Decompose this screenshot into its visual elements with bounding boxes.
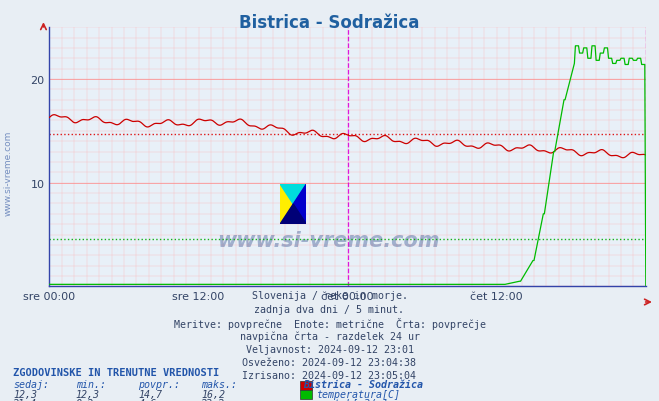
Text: Veljavnost: 2024-09-12 23:01: Veljavnost: 2024-09-12 23:01 — [246, 344, 413, 354]
Polygon shape — [280, 184, 293, 225]
Text: min.:: min.: — [76, 379, 106, 389]
Polygon shape — [280, 205, 306, 225]
Text: 14,7: 14,7 — [138, 389, 162, 399]
Polygon shape — [293, 184, 306, 225]
Text: Bistrica - Sodražica: Bistrica - Sodražica — [239, 14, 420, 32]
Text: sedaj:: sedaj: — [13, 379, 49, 389]
Text: 23,2: 23,2 — [201, 398, 225, 401]
Text: ZGODOVINSKE IN TRENUTNE VREDNOSTI: ZGODOVINSKE IN TRENUTNE VREDNOSTI — [13, 367, 219, 377]
Text: Bistrica - Sodražica: Bistrica - Sodražica — [303, 379, 423, 389]
Text: www.si-vreme.com: www.si-vreme.com — [217, 231, 440, 251]
Text: Meritve: povprečne  Enote: metrične  Črta: povprečje: Meritve: povprečne Enote: metrične Črta:… — [173, 317, 486, 329]
Text: Slovenija / reke in morje.: Slovenija / reke in morje. — [252, 291, 407, 301]
Text: 12,3: 12,3 — [76, 389, 100, 399]
Text: povpr.:: povpr.: — [138, 379, 181, 389]
Polygon shape — [280, 184, 306, 205]
Text: 0,2: 0,2 — [76, 398, 94, 401]
Text: Osveženo: 2024-09-12 23:04:38: Osveženo: 2024-09-12 23:04:38 — [243, 357, 416, 367]
Text: www.si-vreme.com: www.si-vreme.com — [3, 130, 13, 215]
Text: 21,4: 21,4 — [13, 398, 37, 401]
Text: 4,6: 4,6 — [138, 398, 156, 401]
Text: 12,3: 12,3 — [13, 389, 37, 399]
Text: temperatura[C]: temperatura[C] — [316, 389, 400, 399]
Text: maks.:: maks.: — [201, 379, 237, 389]
Text: pretok[m3/s]: pretok[m3/s] — [316, 398, 388, 401]
Text: zadnja dva dni / 5 minut.: zadnja dva dni / 5 minut. — [254, 304, 405, 314]
Text: navpična črta - razdelek 24 ur: navpična črta - razdelek 24 ur — [239, 330, 420, 341]
Text: Izrisano: 2024-09-12 23:05:04: Izrisano: 2024-09-12 23:05:04 — [243, 370, 416, 380]
Text: 16,2: 16,2 — [201, 389, 225, 399]
